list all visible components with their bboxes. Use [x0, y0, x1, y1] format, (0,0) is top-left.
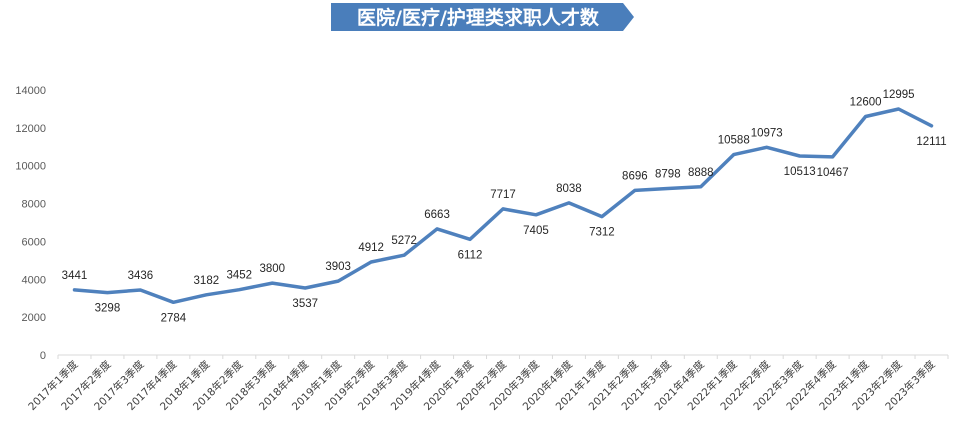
- y-tick-label: 8000: [22, 199, 46, 211]
- data-label: 8038: [556, 183, 582, 195]
- data-label: 6663: [424, 209, 450, 221]
- data-label: 2784: [161, 312, 187, 324]
- series-line: [72, 107, 934, 305]
- title-banner-shape: [331, 3, 634, 31]
- y-tick-label: 12000: [15, 123, 46, 135]
- data-label: 5272: [391, 235, 417, 247]
- y-tick-label: 4000: [22, 274, 46, 286]
- data-label: 12995: [883, 89, 915, 101]
- data-label: 10973: [751, 127, 783, 139]
- data-label: 6112: [458, 249, 483, 261]
- data-label: 10588: [718, 135, 750, 147]
- series-line-layer: [72, 107, 934, 305]
- data-label: 3436: [128, 270, 154, 282]
- data-label: 3903: [325, 261, 351, 273]
- data-label: 10513: [784, 166, 816, 178]
- chart-title-banner: 医院/医疗/护理类求职人才数: [331, 3, 634, 31]
- data-label: 7405: [523, 225, 549, 237]
- data-label: 3800: [259, 263, 285, 275]
- data-label: 4912: [358, 242, 384, 254]
- data-label: 3182: [194, 275, 220, 287]
- data-label: 7717: [490, 189, 516, 201]
- data-label: 8696: [622, 170, 648, 182]
- y-tick-label: 0: [40, 350, 46, 362]
- data-label: 12111: [916, 136, 946, 148]
- y-tick-label: 2000: [22, 312, 46, 324]
- data-label: 12600: [850, 97, 882, 109]
- data-label: 10467: [817, 167, 849, 179]
- y-tick-label: 10000: [15, 161, 46, 173]
- y-tick-label: 6000: [22, 236, 46, 248]
- data-label: 8888: [688, 167, 714, 179]
- data-label: 3452: [226, 270, 252, 282]
- data-label: 3537: [292, 298, 318, 310]
- chart-title: 医院/医疗/护理类求职人才数: [357, 6, 600, 29]
- y-tick-label: 14000: [15, 85, 46, 97]
- data-label: 3298: [95, 303, 121, 315]
- data-label: 3441: [62, 270, 88, 282]
- data-label: 8798: [655, 168, 681, 180]
- data-label-layer: 3441 3298 3436 2784 3182 3452 3800 3537 3903 4912…: [62, 89, 947, 324]
- data-label: 7312: [589, 227, 615, 239]
